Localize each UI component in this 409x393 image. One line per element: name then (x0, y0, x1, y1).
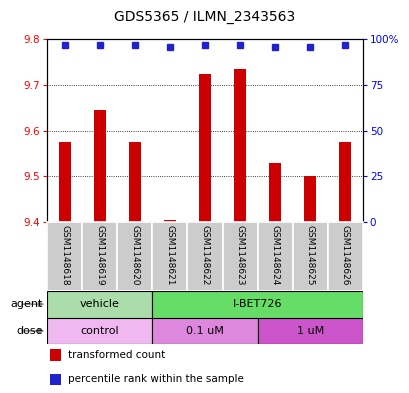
Bar (152, 318, 257, 344)
Text: agent: agent (11, 299, 43, 309)
Text: GSM1148618: GSM1148618 (60, 225, 69, 285)
Text: 0.1 uM: 0.1 uM (186, 326, 223, 336)
Text: GSM1148624: GSM1148624 (270, 225, 279, 285)
Bar (117, 222, 152, 291)
Text: dose: dose (16, 326, 43, 336)
Text: GSM1148625: GSM1148625 (305, 225, 314, 285)
Bar (128, 142, 141, 222)
Text: 1 uM: 1 uM (296, 326, 323, 336)
Bar (292, 222, 327, 291)
Bar (152, 291, 362, 318)
Bar (163, 220, 175, 222)
Bar (93, 110, 106, 222)
Bar (50, 349, 61, 361)
Bar (222, 222, 257, 291)
Text: GSM1148622: GSM1148622 (200, 225, 209, 285)
Text: GDS5365 / ILMN_2343563: GDS5365 / ILMN_2343563 (114, 10, 295, 24)
Bar (198, 73, 211, 222)
Bar (268, 163, 281, 222)
Text: GSM1148620: GSM1148620 (130, 225, 139, 285)
Bar (327, 222, 362, 291)
Bar (234, 69, 246, 222)
Text: control: control (80, 326, 119, 336)
Text: GSM1148623: GSM1148623 (235, 225, 244, 285)
Text: vehicle: vehicle (80, 299, 119, 309)
Bar (303, 176, 316, 222)
Bar (47, 291, 152, 318)
Text: GSM1148619: GSM1148619 (95, 225, 104, 285)
Text: GSM1148621: GSM1148621 (165, 225, 174, 285)
Bar (47, 222, 82, 291)
Bar (50, 374, 61, 386)
Bar (257, 318, 362, 344)
Text: percentile rank within the sample: percentile rank within the sample (67, 375, 243, 384)
Bar (338, 142, 351, 222)
Bar (187, 222, 222, 291)
Text: transformed count: transformed count (67, 350, 164, 360)
Text: I-BET726: I-BET726 (232, 299, 282, 309)
Text: GSM1148626: GSM1148626 (340, 225, 349, 285)
Bar (82, 222, 117, 291)
Bar (152, 222, 187, 291)
Bar (58, 142, 71, 222)
Bar (47, 318, 152, 344)
Bar (257, 222, 292, 291)
